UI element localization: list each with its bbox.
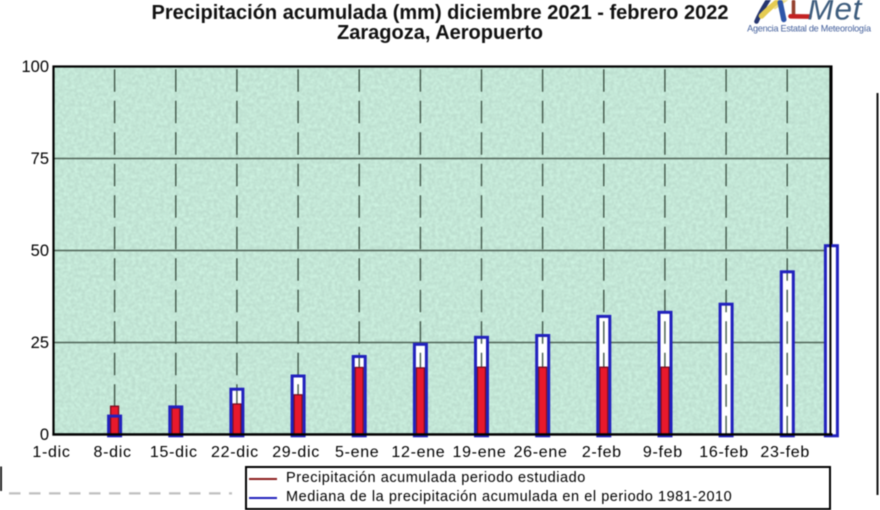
svg-text:26-ene: 26-ene (514, 444, 568, 461)
svg-text:50: 50 (31, 242, 49, 260)
svg-text:19-ene: 19-ene (452, 444, 506, 461)
svg-text:8-dic: 8-dic (94, 444, 132, 461)
svg-text:23-feb: 23-feb (760, 444, 810, 461)
svg-text:Agencia Estatal de Meteorologí: Agencia Estatal de Meteorología (747, 24, 872, 34)
svg-text:Met: Met (808, 0, 863, 27)
svg-text:9-feb: 9-feb (643, 444, 683, 461)
svg-text:25: 25 (31, 334, 49, 352)
svg-text:16-feb: 16-feb (699, 444, 749, 461)
svg-text:100: 100 (21, 58, 49, 76)
svg-text:22-dic: 22-dic (211, 444, 259, 461)
svg-text:0: 0 (40, 426, 49, 444)
svg-text:5-ene: 5-ene (335, 444, 379, 461)
svg-text:75: 75 (31, 150, 49, 168)
svg-text:29-dic: 29-dic (272, 444, 320, 461)
svg-text:2-feb: 2-feb (582, 444, 622, 461)
svg-text:12-ene: 12-ene (391, 444, 445, 461)
svg-text:15-dic: 15-dic (150, 444, 198, 461)
svg-text:1-dic: 1-dic (32, 444, 70, 461)
